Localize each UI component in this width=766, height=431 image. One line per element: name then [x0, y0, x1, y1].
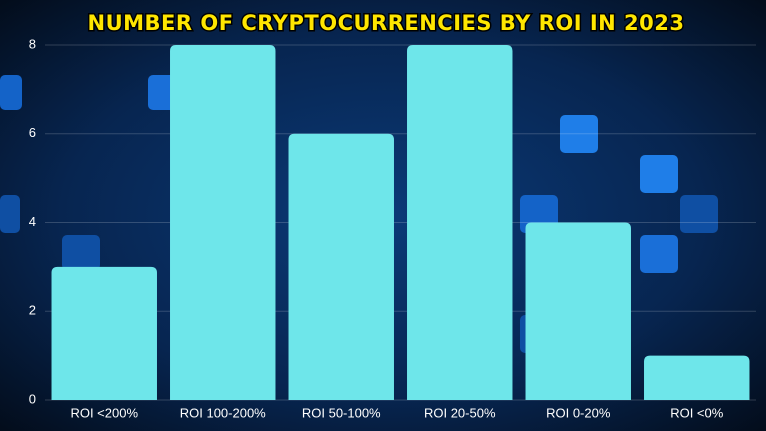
y-tick-label: 4 — [29, 214, 36, 229]
bar — [525, 222, 631, 400]
x-tick-label: ROI 20-50% — [424, 405, 496, 420]
bar — [644, 355, 750, 400]
y-tick-label: 2 — [29, 303, 36, 318]
x-tick-label: ROI <0% — [670, 405, 724, 420]
bar — [51, 266, 157, 400]
y-tick-label: 6 — [29, 125, 36, 140]
x-tick-label: ROI 50-100% — [302, 405, 381, 420]
bar — [170, 45, 276, 400]
chart-title: NUMBER OF CRYPTOCURRENCIES BY ROI IN 202… — [88, 11, 685, 35]
x-tick-label: ROI 0-20% — [546, 405, 611, 420]
x-tick-label: ROI 100-200% — [180, 405, 266, 420]
bar — [407, 45, 513, 400]
x-tick-label: ROI <200% — [70, 405, 138, 420]
y-tick-label: 8 — [29, 36, 36, 51]
y-tick-label: 0 — [29, 391, 36, 406]
bar — [288, 133, 394, 400]
